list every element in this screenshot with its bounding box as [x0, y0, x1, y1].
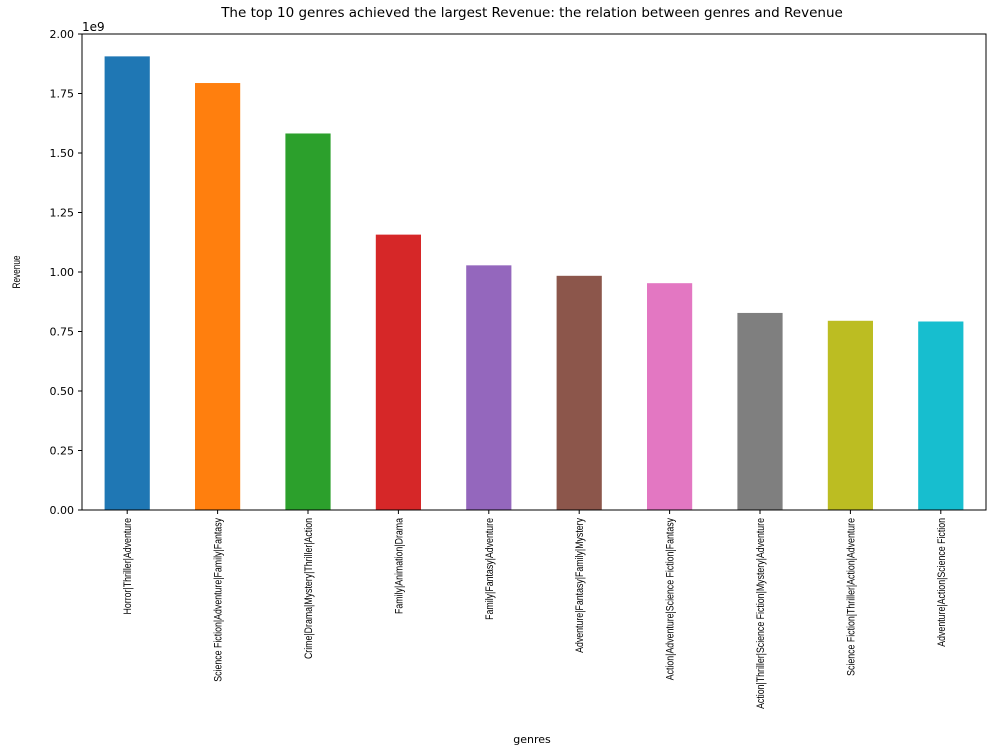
x-tick-label: Action|Adventure|Science Fiction|Fantasy — [665, 518, 677, 680]
y-tick-label: 0.00 — [50, 504, 75, 517]
y-axis-ticks: 0.00 0.25 0.50 0.75 1.00 1.25 1.50 1.75 2.00 — [50, 28, 82, 517]
x-tick-label: Adventure|Action|Science Fiction — [936, 518, 948, 647]
y-offset-label: 1e9 — [82, 20, 105, 34]
x-axis-ticks: Horror|Thriller|Adventure Science Fiction… — [122, 510, 948, 709]
plot-frame — [81, 33, 987, 511]
bar — [827, 320, 873, 510]
bar — [466, 265, 512, 510]
x-axis-label: genres — [513, 733, 551, 746]
y-tick-label: 0.50 — [50, 385, 75, 398]
bar — [195, 83, 241, 510]
bar — [104, 56, 150, 511]
bar — [918, 321, 964, 510]
x-tick-label: Family|Fantasy|Adventure — [484, 518, 496, 620]
y-axis-label: Revenue — [11, 255, 23, 288]
bar — [647, 283, 693, 510]
x-tick-label: Science Fiction|Adventure|Family|Fantasy — [213, 518, 225, 682]
x-tick-label: Crime|Drama|Mystery|Thriller|Action — [303, 518, 315, 659]
x-tick-label: Family|Animation|Drama — [394, 518, 406, 614]
bar — [737, 312, 783, 510]
bar — [556, 275, 602, 510]
chart-title: The top 10 genres achieved the largest R… — [220, 5, 843, 21]
x-tick-label: Action|Thriller|Science Fiction|Mystery|… — [755, 518, 767, 709]
x-tick-label: Horror|Thriller|Adventure — [122, 518, 134, 615]
y-tick-label: 1.50 — [50, 147, 75, 160]
y-tick-label: 1.00 — [50, 266, 75, 279]
y-tick-label: 2.00 — [50, 28, 75, 41]
y-tick-label: 1.75 — [50, 88, 75, 101]
bar — [285, 133, 331, 511]
x-tick-label: Science Fiction|Thriller|Action|Adventur… — [846, 518, 858, 676]
x-tick-label: Adventure|Fantasy|Family|Mystery — [574, 518, 586, 653]
y-tick-label: 1.25 — [50, 207, 75, 220]
bar — [375, 234, 421, 510]
y-tick-label: 0.25 — [50, 445, 75, 458]
bars-layer — [104, 56, 964, 511]
y-tick-label: 0.75 — [50, 326, 75, 339]
